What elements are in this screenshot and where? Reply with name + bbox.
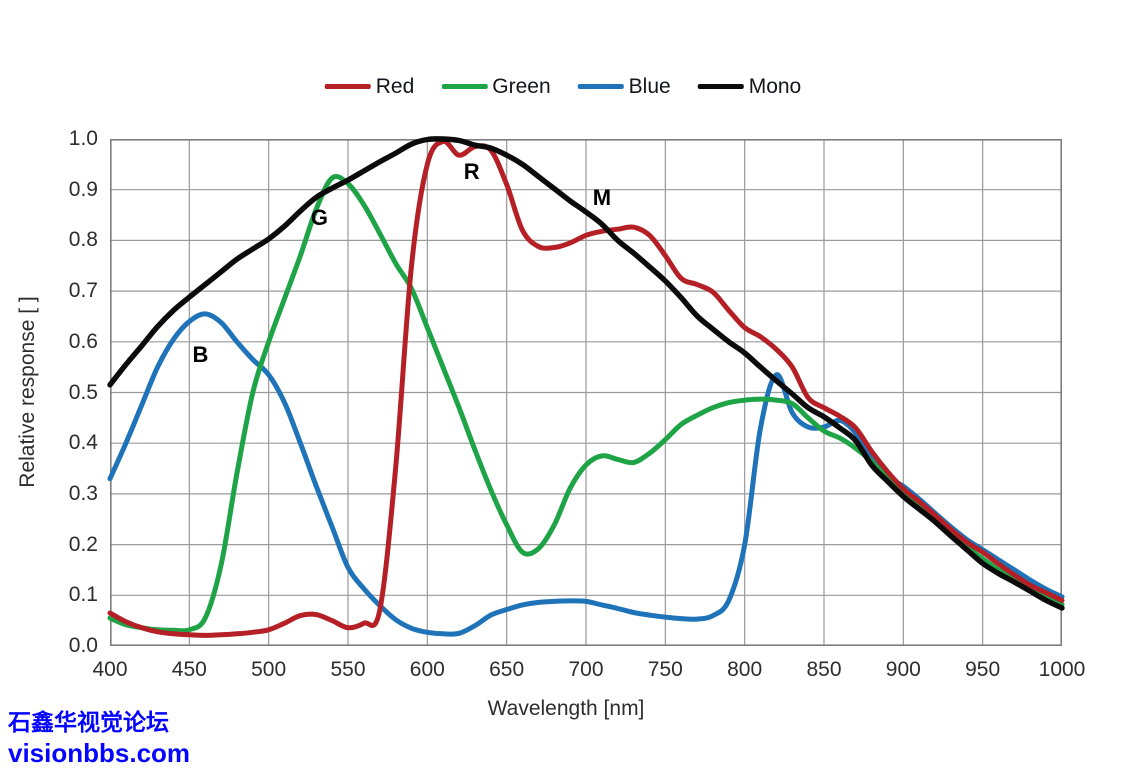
legend-item-mono: Mono: [697, 75, 802, 98]
x-axis-title: Wavelength [nm]: [487, 697, 645, 720]
legend-swatch-red-icon: [324, 84, 371, 89]
legend-swatch-blue-icon: [577, 84, 624, 89]
curve-label-r: R: [463, 158, 480, 184]
legend-swatch-green-icon: [441, 84, 488, 89]
x-tick-label: 950: [965, 658, 1001, 681]
y-tick-label: 0.1: [68, 583, 98, 607]
series-path-mono: [107, 136, 1065, 611]
x-tick-label: 550: [330, 658, 366, 681]
legend-item-red: Red: [324, 75, 415, 98]
watermark: 石鑫华视觉论坛 visionbbs.com: [8, 708, 190, 769]
y-tick-label: 0.0: [68, 634, 98, 657]
legend-swatch-mono-icon: [697, 84, 744, 89]
y-tick-label: 0.9: [68, 177, 98, 201]
chart-canvas: [107, 136, 1065, 646]
legend-item-blue: Blue: [577, 75, 671, 98]
x-tick-label: 600: [409, 658, 445, 681]
curve-label-m: M: [592, 185, 612, 211]
y-tick-label: 0.3: [68, 481, 98, 505]
curve-label-b: B: [192, 342, 209, 368]
legend-label-green: Green: [492, 75, 551, 98]
x-tick-label: 900: [885, 658, 921, 681]
x-tick-label: 500: [251, 658, 287, 681]
y-tick-label: 1.0: [68, 127, 98, 150]
legend: Red Green Blue Mono: [324, 75, 802, 98]
y-tick-label: 0.7: [68, 279, 98, 303]
watermark-line2: visionbbs.com: [8, 737, 191, 768]
y-axis-title: Relative response [ ]: [16, 296, 39, 488]
y-tick-label: 0.4: [68, 431, 98, 455]
x-tick-label: 800: [727, 658, 763, 681]
x-tick-label: 450: [171, 658, 207, 681]
series-path-red: [107, 139, 1065, 638]
legend-label-mono: Mono: [748, 75, 802, 98]
x-tick-label: 700: [568, 658, 604, 681]
legend-item-green: Green: [441, 75, 551, 98]
x-tick-label: 850: [806, 658, 842, 681]
y-tick-label: 0.8: [68, 228, 98, 252]
x-tick-label: 400: [92, 658, 128, 681]
y-tick-label: 0.6: [68, 329, 98, 353]
plot-border: [110, 139, 1063, 646]
x-tick-label: 1000: [1038, 658, 1086, 681]
legend-label-blue: Blue: [628, 75, 671, 98]
y-tick-label: 0.5: [68, 380, 98, 404]
legend-label-red: Red: [375, 75, 415, 98]
watermark-line1: 石鑫华视觉论坛: [8, 709, 169, 735]
curve-label-g: G: [310, 204, 328, 230]
x-tick-label: 750: [647, 658, 683, 681]
y-tick-label: 0.2: [68, 532, 98, 556]
x-tick-label: 650: [489, 658, 525, 681]
